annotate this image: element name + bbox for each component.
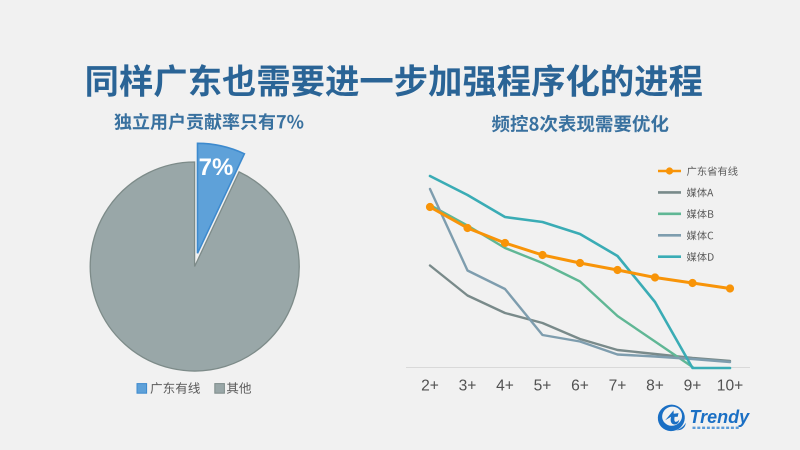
svg-text:5+: 5+ xyxy=(534,377,552,394)
svg-text:Trendy: Trendy xyxy=(690,407,751,427)
svg-text:6+: 6+ xyxy=(571,377,589,394)
svg-text:7+: 7+ xyxy=(609,377,627,394)
svg-text:7%: 7% xyxy=(199,154,234,181)
svg-text:3+: 3+ xyxy=(459,377,477,394)
svg-text:9+: 9+ xyxy=(684,377,702,394)
svg-text:8+: 8+ xyxy=(646,377,664,394)
svg-text:2+: 2+ xyxy=(421,377,439,394)
svg-text:10+: 10+ xyxy=(717,377,743,394)
svg-text:4+: 4+ xyxy=(496,377,514,394)
